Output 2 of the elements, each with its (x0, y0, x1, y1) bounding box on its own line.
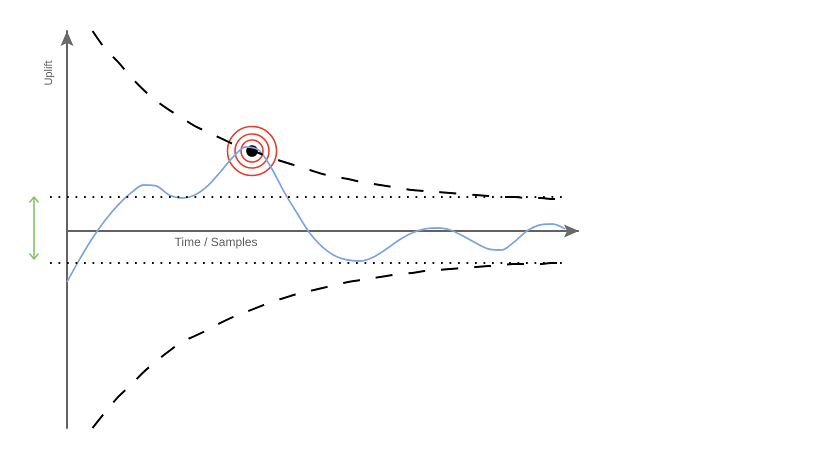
x-axis-title: Time / Samples (174, 235, 258, 249)
y-axis-title: Uplift (43, 60, 55, 86)
